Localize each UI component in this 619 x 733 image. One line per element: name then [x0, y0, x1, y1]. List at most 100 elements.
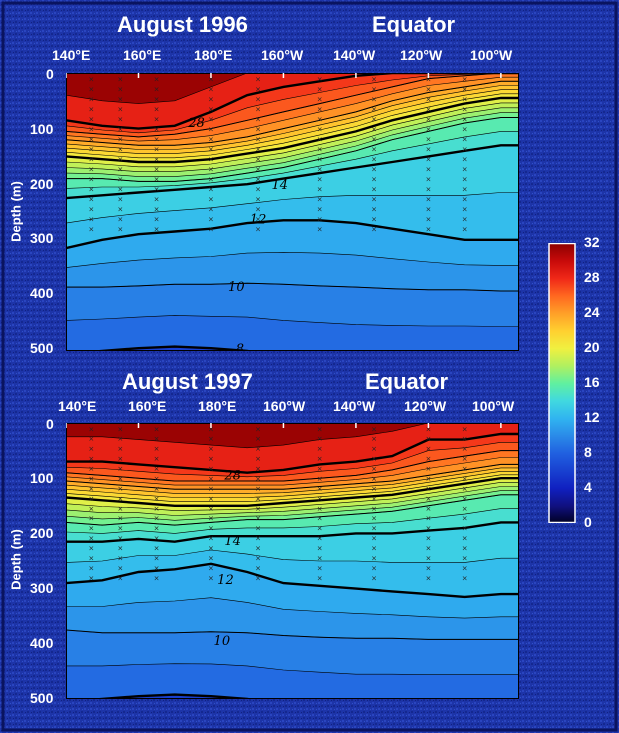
contour-line: [66, 89, 519, 154]
contour-line: [66, 457, 519, 486]
colorbar-slice: [549, 262, 575, 264]
sample-marker: ×: [462, 465, 468, 473]
sample-marker: ×: [371, 574, 377, 582]
colorbar-slice: [549, 248, 575, 250]
sample-marker: ×: [88, 535, 94, 543]
sample-marker: ×: [255, 125, 261, 133]
colorbar-slice: [549, 330, 575, 332]
sample-marker: ×: [317, 574, 323, 582]
colorbar-slice: [549, 485, 575, 487]
panel2-xtick: 100°W: [472, 398, 515, 414]
sample-marker: ×: [255, 145, 261, 153]
colorbar-slice: [549, 441, 575, 443]
colorbar-slice: [549, 379, 575, 381]
colorbar-slice: [549, 488, 575, 490]
sample-marker: ×: [154, 465, 160, 473]
sample-marker: ×: [425, 125, 431, 133]
colorbar-slice: [549, 508, 575, 510]
sample-marker: ×: [371, 225, 377, 233]
sample-marker: ×: [371, 445, 377, 453]
colorbar-slice: [549, 335, 575, 337]
colorbar-slice: [549, 367, 575, 369]
colorbar-slice: [549, 354, 575, 356]
sample-marker: ×: [208, 545, 214, 553]
colorbar-slice: [549, 375, 575, 377]
colorbar-slice: [549, 365, 575, 367]
panel1-xtick: 160°E: [123, 47, 162, 63]
sample-marker: ×: [317, 165, 323, 173]
sample-marker: ×: [208, 525, 214, 533]
colorbar-slice: [549, 399, 575, 401]
isotherm-24: [66, 80, 519, 146]
sample-marker: ×: [208, 445, 214, 453]
colorbar-slice: [549, 348, 575, 350]
colorbar-slice: [549, 267, 575, 269]
colorbar-slice: [549, 478, 575, 480]
colorbar-slice: [549, 322, 575, 324]
sample-marker: ×: [462, 165, 468, 173]
colorbar-slice: [549, 461, 575, 463]
sample-marker: ×: [117, 574, 123, 582]
isotherm-12: [66, 562, 519, 599]
sample-marker: ×: [462, 175, 468, 183]
sample-marker: ×: [117, 205, 123, 213]
sample-marker: ×: [208, 535, 214, 543]
colorbar-slice: [549, 506, 575, 508]
colorbar-slice: [549, 429, 575, 431]
colorbar-slice: [549, 291, 575, 293]
colorbar-slice: [549, 518, 575, 520]
colorbar-slice: [549, 434, 575, 436]
contour-line: [66, 251, 519, 268]
sample-marker: ×: [371, 115, 377, 123]
sample-marker: ×: [117, 475, 123, 483]
colorbar-slice: [549, 356, 575, 358]
colorbar-slice: [549, 471, 575, 473]
colorbar-slice: [549, 451, 575, 453]
sample-marker: ×: [117, 455, 123, 463]
sample-marker: ×: [317, 515, 323, 523]
sample-marker: ×: [462, 105, 468, 113]
colorbar-slice: [549, 284, 575, 286]
sample-marker: ×: [425, 574, 431, 582]
sample-marker: ×: [154, 455, 160, 463]
colorbar-slice: [549, 286, 575, 288]
colorbar-tick-label: 16: [584, 374, 600, 390]
sample-marker: ×: [154, 425, 160, 433]
sample-marker: ×: [117, 435, 123, 443]
panel2-ytick: 500: [30, 690, 54, 706]
colorbar-slice: [549, 265, 575, 267]
colorbar-slice: [549, 369, 575, 371]
isotherm-10: [66, 629, 519, 640]
colorbar-slice: [549, 517, 575, 519]
colorbar-slice: [549, 394, 575, 396]
panel1-xtick: 160°W: [261, 47, 304, 63]
colorbar-slice: [549, 409, 575, 411]
colorbar-slice: [549, 332, 575, 334]
contour-line: [66, 474, 519, 502]
colorbar-slice: [549, 457, 575, 459]
sample-marker: ×: [317, 554, 323, 562]
colorbar-slice: [549, 489, 575, 491]
contour-label: 28: [223, 468, 241, 483]
isotherm-28: [66, 73, 519, 130]
colorbar-slice: [549, 411, 575, 413]
sample-marker: ×: [371, 175, 377, 183]
sample-marker: ×: [255, 435, 261, 443]
sample-marker: ×: [88, 85, 94, 93]
contour-label: 28: [187, 116, 205, 131]
sample-marker: ×: [117, 75, 123, 83]
colorbar-slice: [549, 250, 575, 252]
colorbar-slice: [549, 472, 575, 474]
colorbar-slice: [549, 483, 575, 485]
sample-marker: ×: [371, 554, 377, 562]
sample-marker: ×: [154, 475, 160, 483]
contour-line: [66, 85, 519, 150]
colorbar-slice: [549, 391, 575, 393]
sample-marker: ×: [208, 515, 214, 523]
colorbar-slice: [549, 509, 575, 511]
colorbar-slice: [549, 297, 575, 299]
contour-line: [66, 508, 519, 534]
sample-marker: ×: [462, 525, 468, 533]
panel1-ytick: 500: [30, 340, 54, 356]
colorbar-slice: [549, 282, 575, 284]
